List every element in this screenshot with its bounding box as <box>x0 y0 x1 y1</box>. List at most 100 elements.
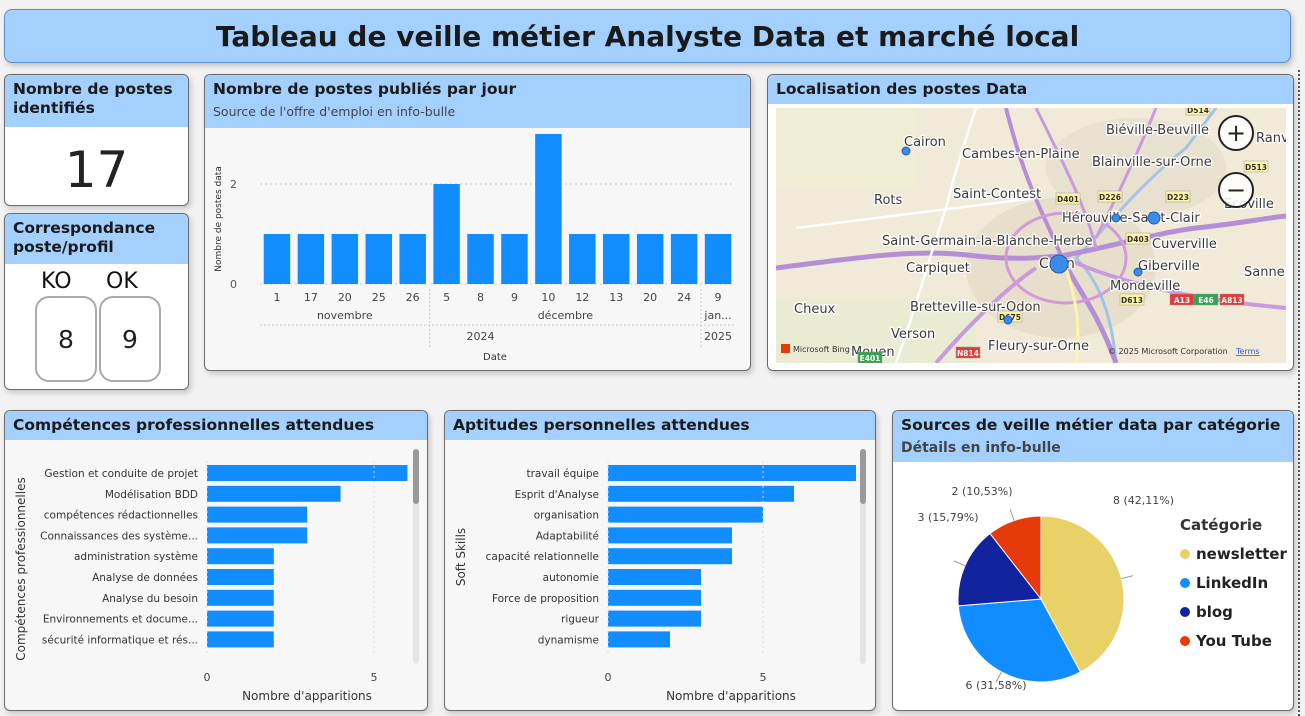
bar-category-label: Environnements et docume... <box>43 614 198 626</box>
ko-label: KO <box>41 269 72 294</box>
job-location-marker <box>1049 254 1069 274</box>
page-edge-divider <box>1298 70 1300 716</box>
bar <box>207 506 308 523</box>
road-shield <box>1119 293 1145 306</box>
map-place-label: Saint-Contest <box>953 187 1041 202</box>
legend-item[interactable]: LinkedIn <box>1180 574 1287 592</box>
road-shield-label: N814 <box>957 349 979 358</box>
bar-category-label: compétences rédactionnelles <box>44 510 198 522</box>
minus-icon: − <box>1225 176 1247 204</box>
bar <box>399 234 426 284</box>
map-place-label: Mondeville <box>1110 279 1180 294</box>
month-label: décembre <box>538 309 594 322</box>
legend-title: Catégorie <box>1180 516 1263 534</box>
bar-category-label: Force de proposition <box>492 593 599 605</box>
slice-leader-line <box>953 560 966 567</box>
month-label: novembre <box>317 309 373 322</box>
bar-category-label: organisation <box>534 510 599 522</box>
slice-label: 3 (15,79%) <box>917 511 978 524</box>
ko-value-box: 8 <box>35 296 97 382</box>
bar-category-label: dynamisme <box>538 634 599 646</box>
scrollbar-thumb <box>860 449 866 504</box>
x-axis-label: Nombre d'apparitions <box>666 689 796 703</box>
sources-title: Sources de veille métier data par catégo… <box>893 411 1293 440</box>
road-shield-label: D403 <box>1127 235 1149 244</box>
x-tick-label: 20 <box>338 291 352 304</box>
map-canvas[interactable]: Biéville-Beuville Cairon Cambes-en-Plaine B… <box>776 108 1286 363</box>
aptitudes-chart: travail équipe Esprit d'Analyse organisati… <box>454 449 866 703</box>
map-card[interactable]: Localisation des postes Data Biéville-Be… <box>767 74 1294 371</box>
bar-category-label: autonomie <box>543 572 599 584</box>
x-tick-label: 1 <box>273 291 280 304</box>
bar <box>670 234 698 284</box>
x-tick-label: 17 <box>304 291 318 304</box>
correspondance-card[interactable]: Correspondance poste/profil KO OK 8 9 <box>4 213 189 390</box>
road <box>795 196 1037 230</box>
pie-slice <box>1040 515 1125 673</box>
map-place-label: Ranv <box>1256 131 1286 146</box>
x-axis-label: Date <box>483 352 507 363</box>
bar <box>207 527 308 544</box>
road-shield <box>1125 232 1151 245</box>
map-place-label: Hérouville-Saint-Clair <box>1062 211 1200 226</box>
zoom-in-button[interactable]: + <box>1218 115 1254 151</box>
pie-slice <box>957 532 1042 607</box>
sources-card[interactable]: Sources de veille métier data par catégo… <box>892 410 1294 711</box>
bar <box>331 234 359 284</box>
job-location-marker <box>1003 315 1013 325</box>
daily-postes-title: Nombre de postes publiés par jour <box>205 75 750 104</box>
x-tick-label: 26 <box>406 291 420 304</box>
map-place-label: Cuverville <box>1152 237 1217 252</box>
competences-title: Compétences professionnelles attendues <box>5 411 427 440</box>
slice-label: 6 (31,58%) <box>965 679 1026 692</box>
bar-category-label: travail équipe <box>526 468 599 480</box>
job-location-marker <box>1133 267 1143 277</box>
legend-marker <box>1180 636 1190 646</box>
road-shield-label: D613 <box>1121 296 1143 305</box>
map-attribution: © 2025 Microsoft Corporation <box>1108 347 1228 356</box>
aptitudes-card[interactable]: Aptitudes personnelles attendues travail… <box>444 410 876 711</box>
aptitudes-title: Aptitudes personnelles attendues <box>445 411 875 440</box>
legend-item[interactable]: You Tube <box>1180 632 1287 650</box>
bar <box>608 485 794 502</box>
x-tick-label: 13 <box>609 291 623 304</box>
bar <box>608 610 701 627</box>
bar-category-label: Connaissances des système... <box>40 530 198 542</box>
road-shield-label: D223 <box>1167 193 1189 202</box>
bar <box>207 465 408 481</box>
legend-item[interactable]: blog <box>1180 603 1287 621</box>
bar <box>535 134 562 284</box>
zoom-out-button[interactable]: − <box>1218 172 1254 208</box>
x-tick-label: 5 <box>760 671 767 684</box>
ok-value: 9 <box>122 324 138 354</box>
road-shield-label: D226 <box>1099 193 1121 202</box>
highway <box>934 266 1038 363</box>
slice-leader-line <box>1121 575 1134 580</box>
map-title: Localisation des postes Data <box>768 75 1293 104</box>
job-location-marker <box>1147 211 1161 225</box>
y-axis-label: Compétences professionnelles <box>14 477 28 660</box>
highway <box>1034 108 1098 249</box>
bar <box>636 234 664 284</box>
map-place-label: Fleury-sur-Orne <box>988 339 1089 354</box>
ok-value-box: 9 <box>99 296 161 382</box>
road-shield-label: E401 <box>860 354 881 363</box>
bar-category-label: sécurité informatique et rés... <box>42 634 198 646</box>
legend-item[interactable]: newsletter <box>1180 545 1287 563</box>
x-tick-label: 5 <box>443 291 450 304</box>
bar <box>501 234 528 284</box>
kpi-postes-card[interactable]: Nombre de postes identifiés 17 <box>4 74 189 206</box>
slice-leader-line <box>995 671 1002 683</box>
x-tick-label: 9 <box>511 291 518 304</box>
job-location-marker <box>1111 213 1121 223</box>
field-area <box>776 108 916 188</box>
daily-postes-card[interactable]: Nombre de postes publiés par jour Source… <box>204 74 751 371</box>
legend-marker <box>1180 549 1190 559</box>
bar-category-label: Analyse du besoin <box>102 593 198 605</box>
competences-card[interactable]: Compétences professionnelles attendues G… <box>4 410 428 711</box>
road-shield <box>1193 293 1219 306</box>
bar <box>608 631 670 648</box>
x-tick-label: 24 <box>677 291 691 304</box>
y-axis-label: Soft Skills <box>454 528 468 586</box>
